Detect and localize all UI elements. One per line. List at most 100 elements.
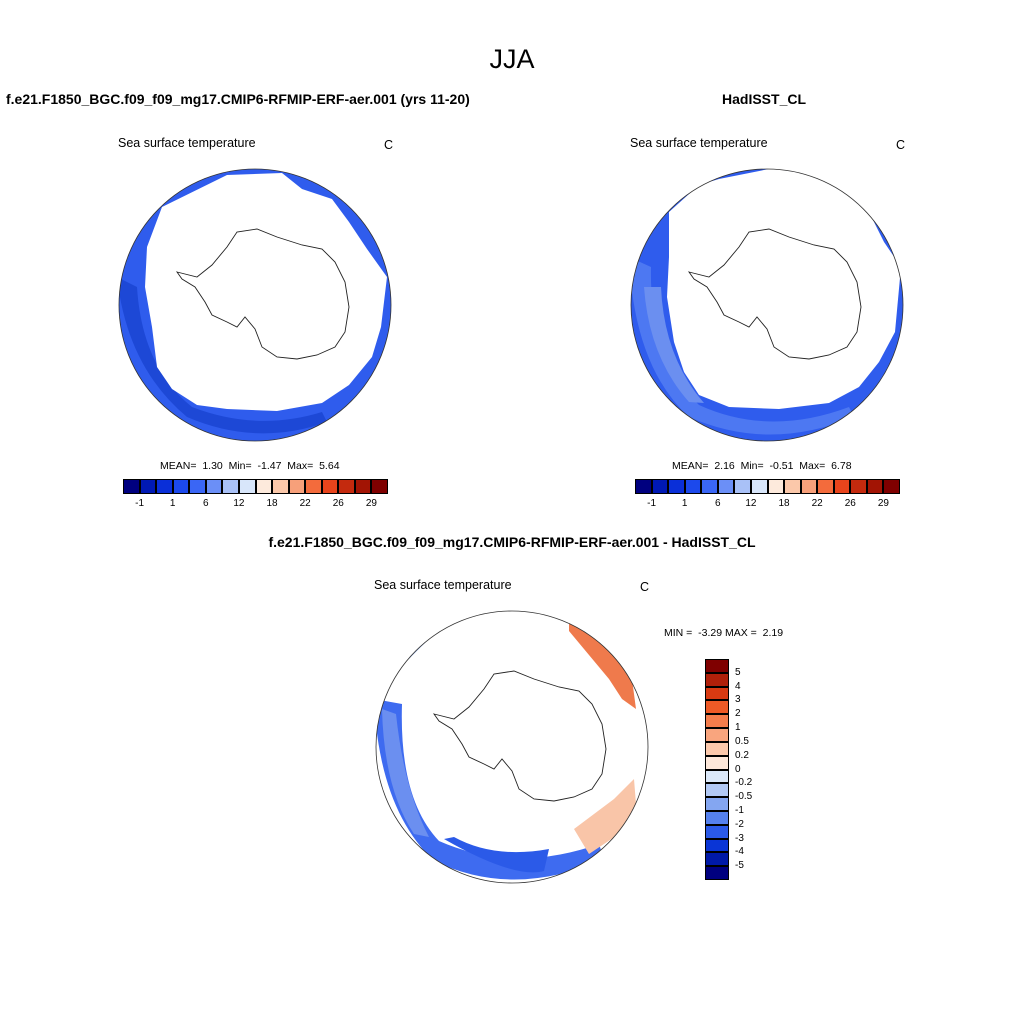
model-colorbar-swatch xyxy=(272,479,289,494)
obs-colorbar-swatch xyxy=(734,479,751,494)
obs-colorbar xyxy=(635,479,900,494)
obs-colorbar-swatch xyxy=(866,479,884,494)
model-colorbar-swatch xyxy=(321,479,339,494)
antarctica-coastline xyxy=(687,228,862,360)
diff-colorbar-swatch xyxy=(705,714,729,729)
diff-colorbar-tick-label: -5 xyxy=(735,860,744,872)
diff-colorbar-swatch xyxy=(705,838,729,853)
diff-colorbar-swatch xyxy=(705,866,729,880)
antarctica-coastline xyxy=(432,670,607,802)
obs-colorbar-tick-label: 22 xyxy=(811,498,823,509)
obs-units-label: C xyxy=(896,138,906,152)
model-colorbar-swatch xyxy=(288,479,306,494)
obs-colorbar-labels: -1 1 6 12 18 22 26 29 xyxy=(635,498,900,512)
model-colorbar-swatch xyxy=(156,479,173,494)
ocean-cold-band xyxy=(119,277,327,434)
obs-stats: MEAN= 2.16 Min= -0.51 Max= 6.78 xyxy=(672,460,852,472)
sea-ice-region xyxy=(145,173,387,411)
obs-colorbar-swatch xyxy=(717,479,735,494)
diff-colorbar-swatch xyxy=(705,672,729,687)
model-colorbar-tick-label: 29 xyxy=(365,498,377,509)
model-variable-label: Sea surface temperature xyxy=(118,136,256,150)
diff-colorbar xyxy=(705,659,729,880)
obs-colorbar-tick-label: 18 xyxy=(778,498,790,509)
diff-colorbar-tick-label: -2 xyxy=(735,818,744,830)
obs-colorbar-tick-label: 1 xyxy=(681,498,688,509)
model-units-label: C xyxy=(384,138,394,152)
model-colorbar-swatch xyxy=(123,479,140,494)
diff-units-label: C xyxy=(640,580,650,594)
weak-negative-patch xyxy=(382,709,429,837)
obs-colorbar-swatch xyxy=(833,479,851,494)
obs-polar-map xyxy=(630,168,904,442)
diff-colorbar-tick-label: 0 xyxy=(735,763,741,775)
obs-colorbar-swatch xyxy=(668,479,685,494)
obs-colorbar-swatch xyxy=(651,479,669,494)
model-colorbar-swatch xyxy=(371,479,388,494)
model-colorbar-swatch xyxy=(205,479,223,494)
diff-colorbar-tick-label: -0.5 xyxy=(735,791,753,803)
diff-colorbar-swatch xyxy=(705,755,729,770)
model-colorbar-swatch xyxy=(189,479,206,494)
diff-colorbar-swatch xyxy=(705,700,729,715)
ocean-warm-patch xyxy=(644,287,704,403)
obs-colorbar-swatch xyxy=(850,479,867,494)
model-colorbar-labels: -1 1 6 12 18 22 26 29 xyxy=(123,498,388,512)
obs-colorbar-tick-label: -1 xyxy=(647,498,657,509)
model-colorbar-tick-label: 26 xyxy=(332,498,344,509)
obs-colorbar-swatch xyxy=(684,479,702,494)
obs-colorbar-swatch xyxy=(883,479,900,494)
model-panel-title: f.e21.F1850_BGC.f09_f09_mg17.CMIP6-RFMIP… xyxy=(6,91,470,107)
model-colorbar-tick-label: 22 xyxy=(299,498,311,509)
diff-colorbar-tick-label: 0.5 xyxy=(735,735,749,747)
obs-variable-label: Sea surface temperature xyxy=(630,136,768,150)
diff-colorbar-tick-label: 4 xyxy=(735,680,741,692)
diff-colorbar-swatch xyxy=(705,797,729,811)
model-colorbar-tick-label: 18 xyxy=(266,498,278,509)
diff-colorbar-swatch xyxy=(705,852,729,867)
model-colorbar-swatch xyxy=(305,479,322,494)
antarctica-coastline xyxy=(175,228,350,360)
diff-colorbar-swatch xyxy=(705,824,729,839)
model-colorbar-swatch xyxy=(238,479,256,494)
model-colorbar-tick-label: 12 xyxy=(233,498,245,509)
model-colorbar-swatch xyxy=(222,479,239,494)
obs-colorbar-swatch xyxy=(635,479,652,494)
model-colorbar-tick-label: 6 xyxy=(203,498,209,509)
obs-colorbar-swatch xyxy=(784,479,801,494)
diff-polar-map xyxy=(375,610,649,884)
model-colorbar-swatch xyxy=(338,479,355,494)
weak-positive-patch xyxy=(574,779,636,854)
diff-colorbar-tick-label: 3 xyxy=(735,694,741,706)
obs-panel-title: HadISST_CL xyxy=(722,91,807,107)
obs-colorbar-tick-label: 12 xyxy=(745,498,757,509)
map-border xyxy=(375,610,649,884)
map-border xyxy=(630,168,904,442)
diff-colorbar-swatch xyxy=(705,659,729,673)
obs-colorbar-tick-label: 26 xyxy=(844,498,856,509)
model-colorbar-swatch xyxy=(255,479,273,494)
model-colorbar-swatch xyxy=(172,479,190,494)
obs-colorbar-tick-label: 6 xyxy=(715,498,721,509)
model-colorbar-swatch xyxy=(354,479,372,494)
diff-colorbar-tick-label: 1 xyxy=(735,722,741,734)
diff-colorbar-labels: 5 4 3 2 1 0.5 0.2 0 -0.2 -0.5 -1 -2 -3 -4 -5 xyxy=(735,659,775,880)
diff-colorbar-swatch xyxy=(705,741,729,756)
diff-colorbar-tick-label: -1 xyxy=(735,804,744,816)
diff-colorbar-tick-label: 5 xyxy=(735,666,741,678)
model-polar-map xyxy=(118,168,392,442)
diff-colorbar-tick-label: -3 xyxy=(735,832,744,844)
diff-panel-title: f.e21.F1850_BGC.f09_f09_mg17.CMIP6-RFMIP… xyxy=(268,534,756,550)
sea-ice-region xyxy=(667,169,901,409)
obs-colorbar-swatch xyxy=(701,479,718,494)
strong-negative-patch xyxy=(444,837,549,873)
obs-colorbar-swatch xyxy=(800,479,818,494)
main-title: JJA xyxy=(489,44,535,74)
diff-colorbar-swatch xyxy=(705,728,729,742)
model-colorbar xyxy=(123,479,388,494)
obs-colorbar-swatch xyxy=(767,479,785,494)
diff-colorbar-swatch xyxy=(705,810,729,825)
negative-anomaly-band xyxy=(376,699,604,880)
model-colorbar-tick-label: -1 xyxy=(135,498,145,509)
diff-variable-label: Sea surface temperature xyxy=(374,578,512,592)
